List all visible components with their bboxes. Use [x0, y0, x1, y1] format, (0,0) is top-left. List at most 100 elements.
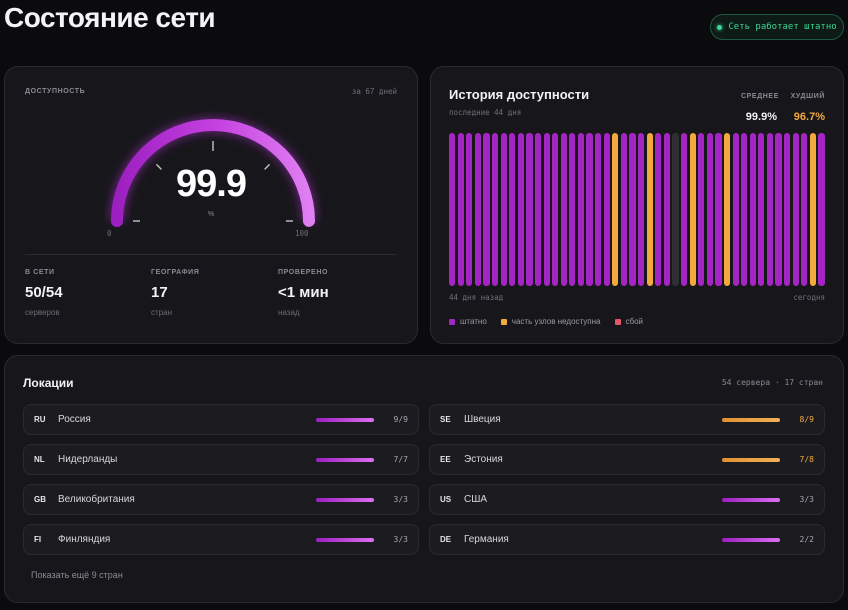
legend-item-partial: часть узлов недоступна: [500, 317, 601, 326]
history-worst: ХУДШИЙ 96.7%: [789, 85, 825, 123]
history-day-bar[interactable]: [758, 133, 765, 286]
history-day-bar[interactable]: [449, 133, 456, 286]
stat-online: В СЕТИ 50/54 серверов: [25, 269, 135, 317]
history-day-bar[interactable]: [792, 133, 799, 286]
locations-card: Локации 54 сервера · 17 стран RU Россия …: [4, 355, 844, 603]
location-row[interactable]: DE Германия 2/2: [429, 524, 825, 555]
history-day-bar[interactable]: [749, 133, 756, 286]
country-progress-bar: [316, 417, 374, 422]
stat-geography: ГЕОГРАФИЯ 17 стран: [151, 269, 261, 317]
history-day-bar[interactable]: [466, 133, 473, 286]
location-row[interactable]: GB Великобритания 3/3: [23, 484, 419, 515]
gauge-max-label: 100: [295, 229, 309, 238]
country-progress-bar: [722, 417, 780, 422]
history-day-bar[interactable]: [543, 133, 550, 286]
history-day-bar[interactable]: [517, 133, 524, 286]
history-day-bar[interactable]: [732, 133, 739, 286]
history-card: История доступности последние 44 дня СРЕ…: [430, 66, 844, 344]
history-day-bar[interactable]: [663, 133, 670, 286]
country-name: США: [464, 494, 488, 505]
history-day-bar[interactable]: [612, 133, 619, 286]
location-row[interactable]: EE Эстония 7/8: [429, 444, 825, 475]
history-day-bar[interactable]: [784, 133, 791, 286]
history-day-bar[interactable]: [809, 133, 816, 286]
status-dot-icon: [717, 24, 723, 30]
history-day-bar[interactable]: [723, 133, 731, 286]
history-day-bar[interactable]: [509, 133, 516, 286]
history-day-bar[interactable]: [672, 133, 679, 286]
history-day-bar[interactable]: [474, 133, 481, 286]
stat-label: ГЕОГРАФИЯ: [151, 269, 200, 276]
location-row[interactable]: NL Нидерланды 7/7: [23, 444, 419, 475]
country-name: Швеция: [464, 414, 501, 425]
country-progress-bar: [316, 457, 374, 462]
history-day-bar[interactable]: [680, 133, 688, 286]
country-progress-bar: [722, 497, 780, 502]
history-day-bar[interactable]: [586, 133, 593, 286]
gauge-min-label: 0: [107, 229, 112, 238]
history-day-bar[interactable]: [595, 133, 602, 286]
stat-value: <1 мин: [278, 284, 329, 301]
country-server-count: 8/9: [799, 415, 814, 424]
divider: [25, 254, 397, 255]
history-day-bar[interactable]: [818, 133, 825, 286]
history-day-bar[interactable]: [801, 133, 808, 286]
locations-summary: 54 сервера · 17 стран: [721, 378, 823, 387]
stat-value: 50/54: [25, 284, 63, 301]
history-day-bar[interactable]: [534, 133, 542, 286]
history-day-bar[interactable]: [500, 133, 507, 286]
location-row[interactable]: SE Швеция 8/9: [429, 404, 825, 435]
history-day-bar[interactable]: [629, 133, 636, 286]
history-day-bar[interactable]: [603, 133, 610, 286]
country-name: Нидерланды: [58, 454, 118, 465]
legend-label: часть узлов недоступна: [511, 317, 601, 326]
legend-label: сбой: [625, 317, 644, 326]
history-day-bar[interactable]: [655, 133, 662, 286]
history-day-bar[interactable]: [689, 133, 696, 286]
history-day-bar[interactable]: [741, 133, 748, 286]
history-day-bar[interactable]: [646, 133, 653, 286]
country-code: FI: [34, 535, 42, 544]
country-code: SE: [440, 415, 451, 424]
gauge-tick: [264, 163, 271, 170]
location-row[interactable]: RU Россия 9/9: [23, 404, 419, 435]
history-day-bar[interactable]: [706, 133, 713, 286]
history-day-bar[interactable]: [620, 133, 627, 286]
country-code: GB: [34, 495, 46, 504]
legend-item-ok: штатно: [449, 317, 487, 326]
show-more-link[interactable]: Показать ещё 9 стран: [31, 570, 123, 580]
country-server-count: 3/3: [393, 535, 408, 544]
country-code: NL: [34, 455, 45, 464]
country-name: Великобритания: [58, 494, 135, 505]
history-day-bar[interactable]: [775, 133, 782, 286]
average-value: 99.9%: [745, 111, 777, 123]
locations-title: Локации: [23, 376, 74, 390]
country-progress-bar: [722, 457, 780, 462]
history-day-bar[interactable]: [569, 133, 576, 286]
country-server-count: 2/2: [799, 535, 814, 544]
history-day-bar[interactable]: [483, 133, 490, 286]
country-code: EE: [440, 455, 451, 464]
history-day-bar[interactable]: [526, 133, 533, 286]
history-day-bar[interactable]: [457, 133, 464, 286]
history-day-bar[interactable]: [491, 133, 499, 286]
history-day-bar[interactable]: [766, 133, 774, 286]
country-progress-bar: [316, 497, 374, 502]
stat-label: ПРОВЕРЕНО: [278, 269, 329, 276]
history-day-bar[interactable]: [715, 133, 722, 286]
availability-card: ДОСТУПНОСТЬ за 67 дней 99.9 % 0 100 В СЕ…: [4, 66, 418, 344]
history-day-bar[interactable]: [577, 133, 585, 286]
location-row[interactable]: US США 3/3: [429, 484, 825, 515]
country-progress-bar: [722, 537, 780, 542]
country-name: Германия: [464, 534, 509, 545]
history-day-bar[interactable]: [638, 133, 645, 286]
history-day-bar[interactable]: [560, 133, 567, 286]
page-title: Состояние сети: [4, 2, 216, 33]
history-day-bar[interactable]: [552, 133, 559, 286]
history-day-bar[interactable]: [698, 133, 705, 286]
location-row[interactable]: FI Финляндия 3/3: [23, 524, 419, 555]
average-label: СРЕДНЕЕ: [741, 93, 779, 100]
worst-value: 96.7%: [793, 111, 825, 123]
country-name: Эстония: [464, 454, 503, 465]
stat-label: В СЕТИ: [25, 269, 55, 276]
